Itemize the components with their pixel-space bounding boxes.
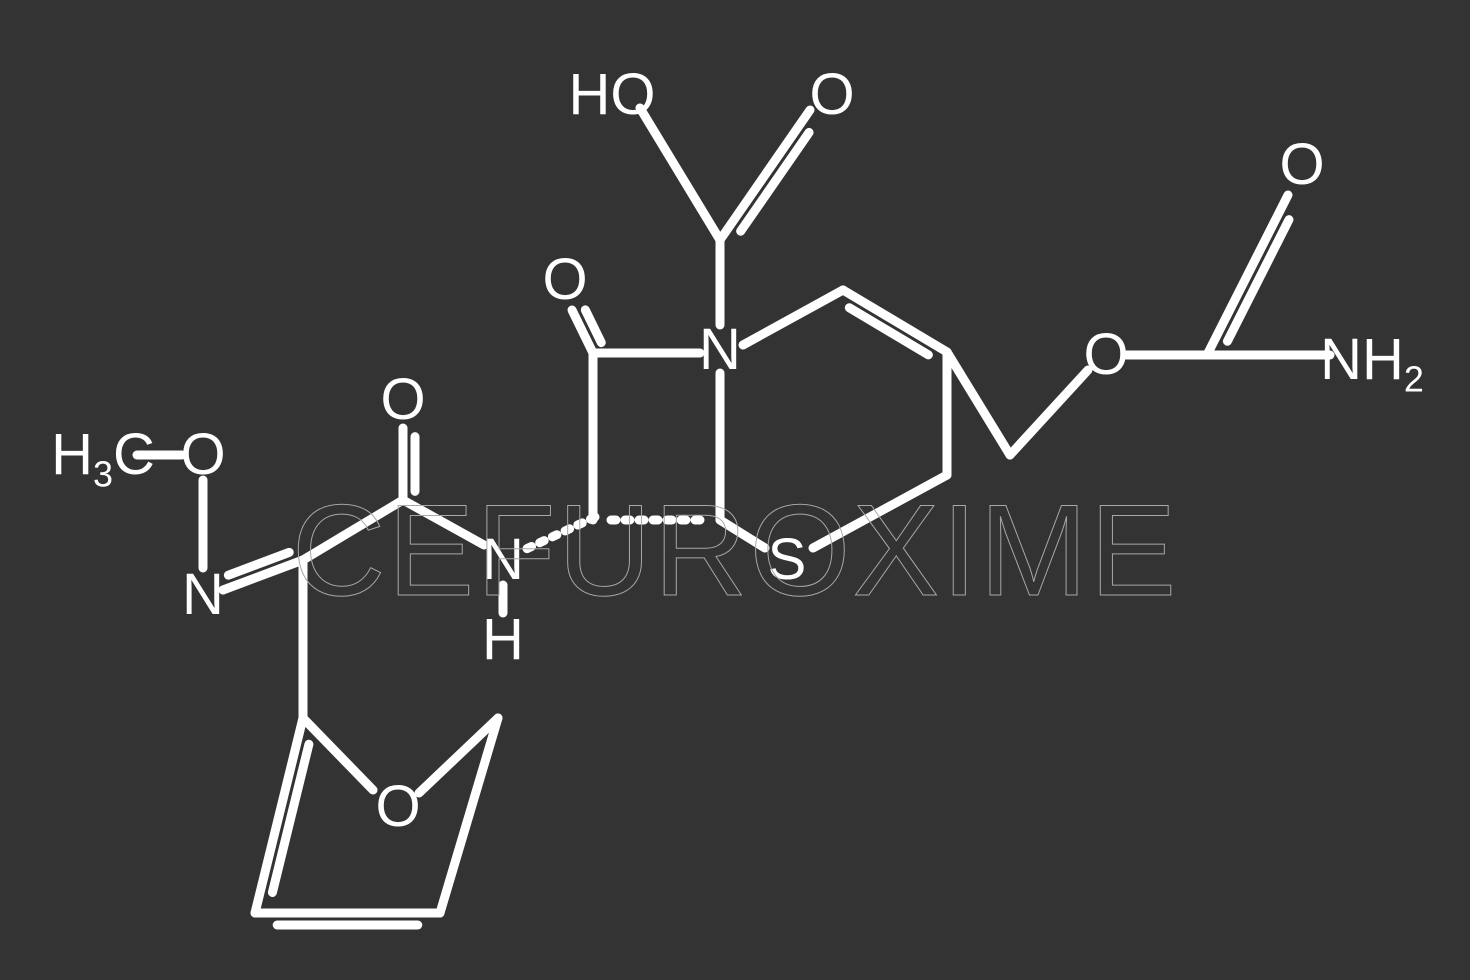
atom-label-n1: N: [699, 321, 741, 379]
atom-label-o6: O: [180, 426, 225, 484]
atom-label-nh2: NH2: [1320, 331, 1424, 389]
atom-label-h3c: H3C: [51, 426, 155, 484]
atom-label-o2: O: [542, 251, 587, 309]
atom-label-o7: O: [375, 778, 420, 836]
atom-label-h: H: [482, 611, 524, 669]
atom-label-o4: O: [1279, 136, 1324, 194]
atom-label-n3: N: [182, 566, 224, 624]
atom-label-o3: O: [1083, 326, 1128, 384]
atom-label-s: S: [768, 531, 807, 589]
molecule-diagram: [0, 0, 1470, 980]
atom-label-o1: O: [809, 66, 854, 124]
atom-label-ho: HO: [569, 66, 656, 124]
atom-label-o5: O: [380, 371, 425, 429]
atom-label-n2: N: [482, 531, 524, 589]
